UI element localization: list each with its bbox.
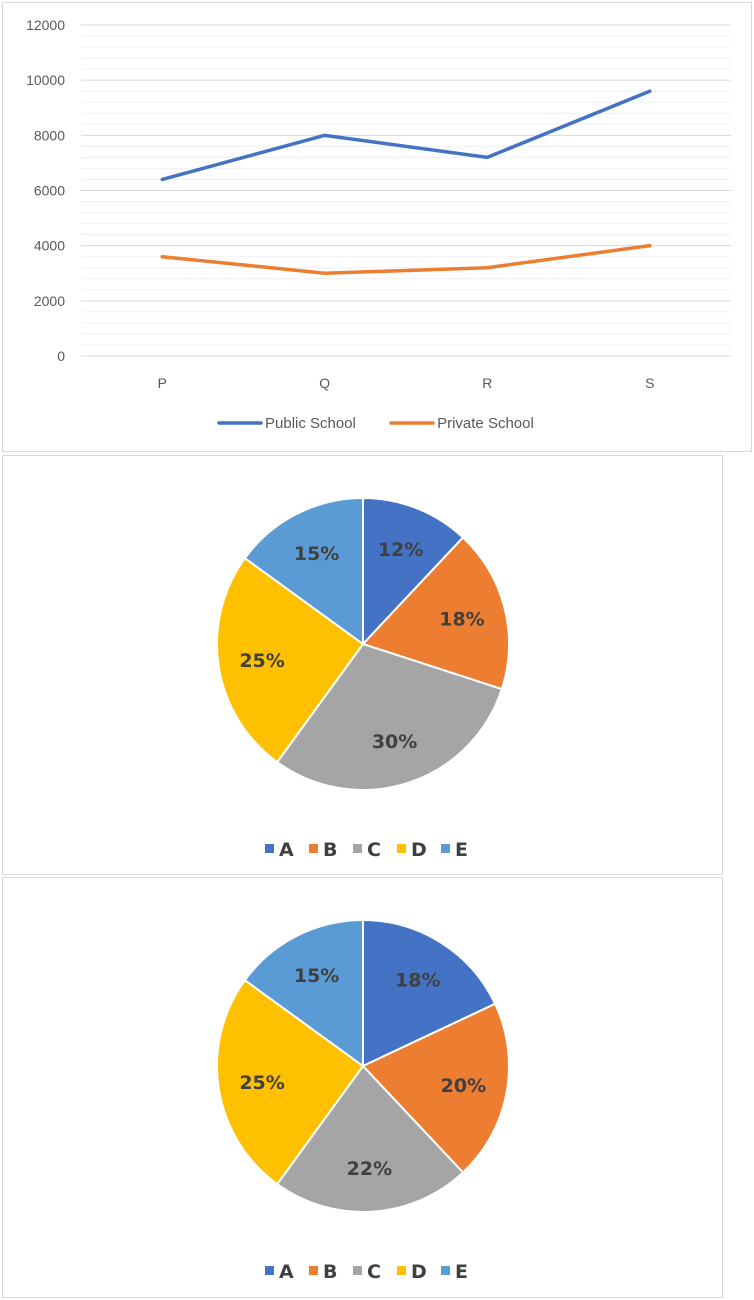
legend-label: D — [411, 1261, 427, 1283]
legend-swatch — [353, 844, 362, 853]
line-chart-panel: 0 2000 4000 6000 8000 10000 12000 P Q R S Public Sc… — [2, 2, 752, 452]
slice-label: 25% — [239, 1072, 284, 1094]
pie-slice — [361, 1002, 510, 1174]
y-tick-label: 0 — [57, 348, 65, 364]
legend-label: A — [279, 1261, 294, 1283]
legend-label: B — [323, 1261, 337, 1283]
slice-label: 15% — [294, 543, 339, 565]
slice-label: 12% — [378, 539, 423, 561]
legend-swatch — [265, 844, 274, 853]
legend-label: D — [411, 839, 427, 861]
legend-swatch — [309, 844, 318, 853]
slice-label: 18% — [439, 609, 484, 631]
legend-swatch — [397, 1266, 406, 1275]
y-tick-label: 12000 — [26, 17, 65, 33]
pie-slice — [216, 978, 365, 1186]
legend-label: Public School — [265, 415, 356, 432]
x-tick-label: R — [482, 375, 492, 391]
pie-slice — [275, 1064, 465, 1213]
legend-label: E — [455, 1261, 468, 1283]
y-tick-label: 10000 — [26, 72, 65, 88]
x-tick-label: P — [158, 375, 167, 391]
slice-label: 15% — [294, 965, 339, 987]
y-tick-label: 4000 — [34, 238, 65, 254]
y-tick-label: 6000 — [34, 183, 65, 199]
legend-swatch — [309, 1266, 318, 1275]
pie-chart-1-panel: 12% 18% 30% 25% 15% A B C D E — [2, 455, 723, 875]
y-tick-label: 8000 — [34, 127, 65, 143]
pie-slice — [243, 496, 364, 646]
legend-swatch — [397, 844, 406, 853]
slice-label: 30% — [372, 731, 417, 753]
pie-slice — [275, 642, 504, 791]
pie-slice — [243, 918, 364, 1068]
y-tick-label: 2000 — [34, 293, 65, 309]
slice-label: 20% — [441, 1075, 486, 1097]
legend-label: Private School — [437, 415, 534, 432]
legend-swatch — [353, 1266, 362, 1275]
legend-swatch — [441, 844, 450, 853]
pie-slice — [216, 556, 365, 764]
legend-swatch — [265, 1266, 274, 1275]
pie-slice — [362, 496, 465, 647]
legend-label: B — [323, 839, 337, 861]
slice-label: 18% — [395, 970, 440, 992]
legend-label: C — [367, 839, 381, 861]
slice-label: 25% — [239, 650, 284, 672]
x-tick-label: Q — [319, 375, 330, 391]
pie-slice — [361, 536, 510, 691]
pie-chart-1: 12% 18% 30% 25% 15% A B C D E — [216, 496, 510, 861]
series-line — [160, 89, 652, 182]
pie-slice — [362, 918, 497, 1068]
legend-swatch — [441, 1266, 450, 1275]
pie-chart-2-panel: 18% 20% 22% 25% 15% A B C D E — [2, 877, 723, 1298]
x-tick-label: S — [645, 375, 654, 391]
legend-label: C — [367, 1261, 381, 1283]
legend-label: A — [279, 839, 294, 861]
series-line — [160, 243, 652, 275]
slice-label: 22% — [347, 1158, 392, 1180]
pie-chart-2: 18% 20% 22% 25% 15% A B C D E — [216, 918, 510, 1283]
legend-label: E — [455, 839, 468, 861]
line-chart: 0 2000 4000 6000 8000 10000 12000 P Q R S Public Sc… — [26, 17, 731, 432]
